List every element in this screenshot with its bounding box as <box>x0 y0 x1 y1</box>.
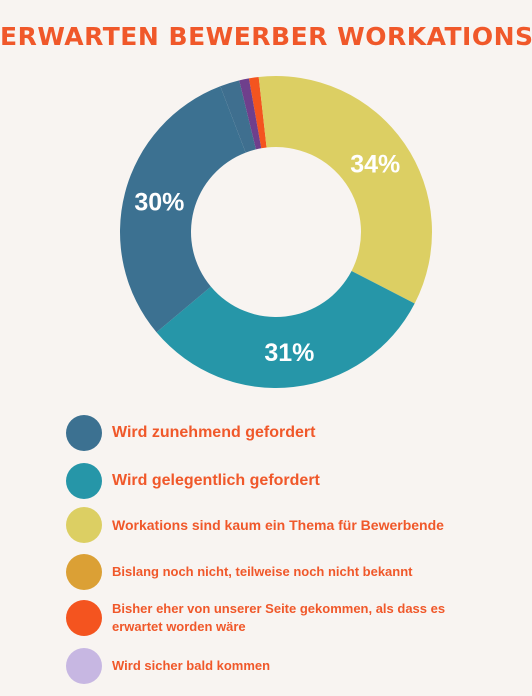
slice-label: 34% <box>350 151 400 179</box>
legend-swatch <box>66 507 102 543</box>
legend-item-bisher-eher: Bisher eher von unserer Seite gekommen, … <box>66 600 492 636</box>
legend-item-gelegentlich: Wird gelegentlich gefordert <box>66 463 320 499</box>
legend-item-zunehmend: Wird zunehmend gefordert <box>66 415 315 451</box>
donut-slice <box>258 76 432 304</box>
legend-item-bald: Wird sicher bald kommen <box>66 648 270 684</box>
donut-slice <box>220 80 256 153</box>
donut-chart: 34% 31% 30% <box>120 76 432 389</box>
legend-label: Workations sind kaum ein Thema für Bewer… <box>112 516 444 533</box>
legend-label: Bislang noch nicht, teilweise noch nicht… <box>112 564 413 580</box>
legend-swatch <box>66 415 102 451</box>
legend-label: Wird gelegentlich gefordert <box>112 472 320 490</box>
legend-label: Wird sicher bald kommen <box>112 658 271 674</box>
legend-item-kaum-thema: Workations sind kaum ein Thema für Bewer… <box>66 507 444 543</box>
chart-title: ERWARTEN BEWERBER WORKATIONS? <box>0 22 532 51</box>
donut-slice <box>239 78 262 150</box>
legend-swatch <box>66 554 102 590</box>
legend-label: Wird zunehmend gefordert <box>112 424 316 442</box>
legend-swatch <box>66 600 102 636</box>
donut-slice <box>156 270 415 389</box>
donut-slice <box>120 86 246 333</box>
donut-slice <box>248 76 267 149</box>
slice-label: 30% <box>134 189 184 217</box>
legend-swatch <box>66 463 102 499</box>
slice-label: 31% <box>264 339 314 367</box>
legend-label: Bisher eher von unserer Seite gekommen, … <box>112 601 446 634</box>
legend-swatch <box>66 648 102 684</box>
legend-item-bislang: Bislang noch nicht, teilweise noch nicht… <box>66 554 413 590</box>
